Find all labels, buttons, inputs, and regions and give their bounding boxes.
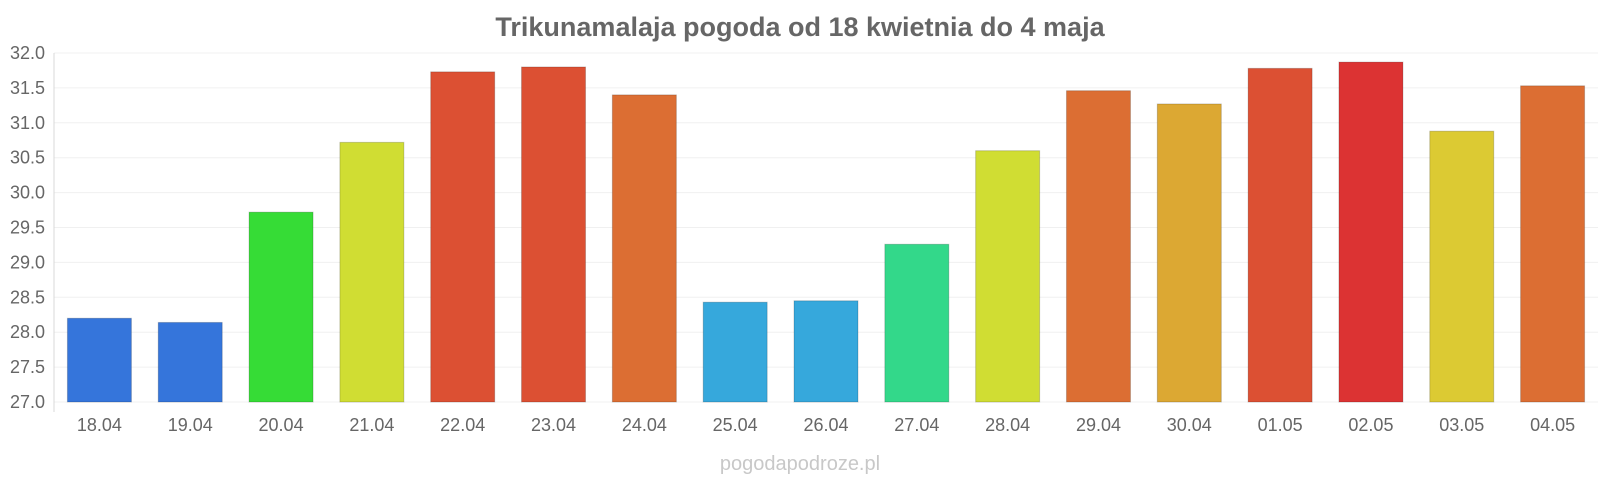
y-tick-label: 27.0	[10, 392, 45, 412]
y-tick-label: 29.5	[10, 218, 45, 238]
x-tick-label: 18.04	[77, 415, 122, 435]
x-tick-label: 04.05	[1530, 415, 1575, 435]
bar-03.05	[1429, 130, 1495, 403]
x-axis-ticks: 18.04 19.04 20.04 21.04 22.04 23.04 24.04 25.04…	[77, 415, 1575, 435]
y-tick-label: 30.5	[10, 148, 45, 168]
x-tick-label: 20.04	[259, 415, 304, 435]
y-axis-ticks: 27.0 27.5 28.0 28.5 29.0 29.5 30.0 30.5 31.0 31.5…	[10, 43, 45, 412]
x-tick-label: 25.04	[713, 415, 758, 435]
bar-20.04	[248, 211, 314, 403]
bars	[66, 61, 1586, 403]
bar-21.04	[339, 141, 405, 403]
x-tick-label: 26.04	[803, 415, 848, 435]
y-tick-label: 31.5	[10, 78, 45, 98]
bar-30.04	[1156, 103, 1222, 403]
y-tick-label: 28.5	[10, 287, 45, 307]
bar-19.04	[157, 321, 223, 403]
x-tick-label: 21.04	[349, 415, 394, 435]
bar-18.04	[66, 317, 132, 403]
bar-23.04	[521, 66, 587, 403]
bar-26.04	[793, 300, 859, 403]
bar-28.04	[975, 150, 1041, 403]
x-tick-label: 23.04	[531, 415, 576, 435]
bar-22.04	[430, 71, 496, 403]
watermark: pogodapodroze.pl	[720, 453, 880, 475]
bar-27.04	[884, 243, 950, 403]
x-tick-label: 02.05	[1348, 415, 1393, 435]
y-tick-label: 28.0	[10, 322, 45, 342]
y-tick-label: 27.5	[10, 357, 45, 377]
y-tick-label: 30.0	[10, 183, 45, 203]
y-tick-label: 32.0	[10, 43, 45, 63]
x-tick-label: 24.04	[622, 415, 667, 435]
x-tick-label: 22.04	[440, 415, 485, 435]
x-tick-label: 28.04	[985, 415, 1030, 435]
bar-24.04	[611, 94, 677, 403]
x-tick-label: 30.04	[1167, 415, 1212, 435]
bar-29.04	[1065, 90, 1131, 403]
y-tick-label: 31.0	[10, 113, 45, 133]
y-tick-label: 29.0	[10, 252, 45, 272]
x-tick-label: 29.04	[1076, 415, 1121, 435]
x-tick-label: 27.04	[894, 415, 939, 435]
bar-02.05	[1338, 61, 1404, 403]
x-tick-label: 19.04	[168, 415, 213, 435]
x-tick-label: 01.05	[1258, 415, 1303, 435]
bar-04.05	[1520, 85, 1586, 403]
bar-25.04	[702, 301, 768, 403]
bar-01.05	[1247, 67, 1313, 403]
chart-title: Trikunamalaja pogoda od 18 kwietnia do 4…	[495, 12, 1105, 42]
x-tick-label: 03.05	[1439, 415, 1484, 435]
